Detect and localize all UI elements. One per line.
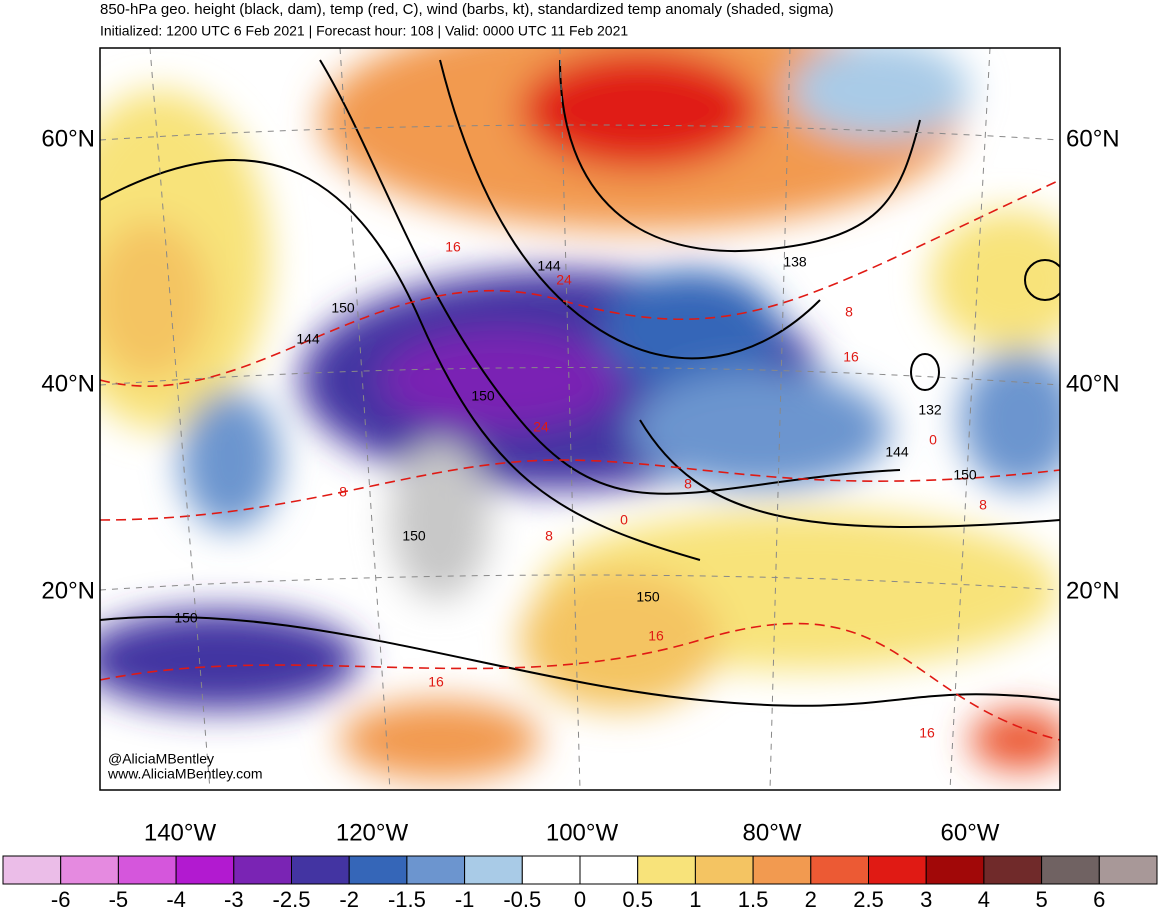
temp-contour-label: 16	[428, 674, 444, 690]
colorbar-box	[810, 855, 869, 885]
height-contour-label: 150	[953, 467, 977, 483]
colorbar-box	[521, 855, 581, 885]
temp-contour-label: 0	[620, 512, 628, 528]
lon-label: 140°W	[144, 819, 217, 846]
subtitle: Initialized: 1200 UTC 6 Feb 2021 | Forec…	[100, 23, 628, 39]
height-contour-label: 144	[537, 258, 561, 274]
height-contour-label: 150	[402, 528, 426, 544]
colorbar-box	[60, 855, 119, 885]
colorbar-box	[117, 855, 177, 885]
colorbar-label: -2.5	[273, 887, 311, 912]
height-contour-label: 144	[885, 444, 909, 460]
height-contour-label: 144	[296, 331, 320, 347]
lat-label: 40°N	[1066, 370, 1120, 397]
height-contour-label: 150	[471, 388, 495, 404]
colorbar-box	[348, 855, 408, 885]
temp-contour-label: 8	[339, 484, 347, 500]
colorbar-box	[868, 855, 927, 885]
lat-label: 60°N	[41, 125, 95, 152]
temp-contour-label: 16	[445, 239, 461, 255]
colorbar-box	[1098, 855, 1158, 885]
temp-contour-label: 8	[979, 497, 987, 513]
colorbar-box	[2, 855, 62, 885]
colorbar-label: -2	[339, 887, 359, 912]
colorbar-box	[637, 855, 696, 885]
colorbar-label: -5	[109, 887, 129, 912]
lon-label: 120°W	[336, 819, 409, 846]
colorbar-label: 1	[689, 887, 701, 912]
height-contour-label: 132	[918, 402, 942, 418]
temp-contour-label: 8	[684, 476, 692, 492]
title: 850-hPa geo. height (black, dam), temp (…	[100, 1, 834, 18]
height-contour-label: 150	[331, 300, 355, 316]
lat-label: 60°N	[1066, 125, 1120, 152]
colorbar-label: 2.5	[853, 887, 884, 912]
colorbar-box	[175, 855, 235, 885]
colorbar-label: 3	[920, 887, 932, 912]
lon-label: 60°W	[941, 819, 1000, 846]
colorbar-box	[925, 855, 985, 885]
colorbar-label: -3	[224, 887, 244, 912]
temp-contour-label: 8	[845, 304, 853, 320]
height-contour-label: 138	[783, 254, 807, 270]
colorbar-label: 0	[574, 887, 586, 912]
colorbar-label: -4	[166, 887, 186, 912]
colorbar-label: 0.5	[622, 887, 653, 912]
colorbar-label: -1	[455, 887, 475, 912]
lon-label: 100°W	[546, 819, 619, 846]
map-frame	[99, 47, 1061, 791]
colorbar-label: 1.5	[738, 887, 769, 912]
lat-label: 20°N	[41, 577, 95, 604]
temp-contour-label: 16	[843, 349, 859, 365]
temp-contour-label: 16	[648, 628, 664, 644]
colorbar-label: 4	[978, 887, 990, 912]
colorbar-label: 2	[805, 887, 817, 912]
height-contour-label: 150	[636, 589, 660, 605]
colorbar-box	[983, 855, 1043, 885]
colorbar-label: -0.5	[503, 887, 541, 912]
colorbar-box	[752, 855, 812, 885]
temp-contour-label: 24	[533, 419, 549, 435]
lat-label: 40°N	[41, 370, 95, 397]
colorbar-label: 5	[1035, 887, 1047, 912]
colorbar-box	[579, 855, 639, 885]
temp-contour-label: 8	[545, 528, 553, 544]
temp-contour-label: 0	[929, 432, 937, 448]
colorbar-box	[464, 855, 523, 885]
watermark: www.AliciaMBentley.com	[107, 766, 263, 782]
lat-label: 20°N	[1066, 577, 1120, 604]
temp-contour-label: 16	[919, 725, 935, 741]
temp-contour-label: 24	[556, 272, 572, 288]
lon-label: 80°W	[743, 819, 802, 846]
height-contour-label: 150	[174, 610, 198, 626]
colorbar-box	[233, 855, 293, 885]
colorbar-label: 6	[1093, 887, 1105, 912]
colorbar-box	[1041, 855, 1100, 885]
colorbar-box	[291, 855, 350, 885]
watermark: @AliciaMBentley	[108, 751, 214, 767]
colorbar-box	[406, 855, 466, 885]
colorbar-label: -1.5	[388, 887, 426, 912]
map-field	[100, 48, 1060, 790]
colorbar-box	[694, 855, 754, 885]
colorbar-label: -6	[51, 887, 71, 912]
